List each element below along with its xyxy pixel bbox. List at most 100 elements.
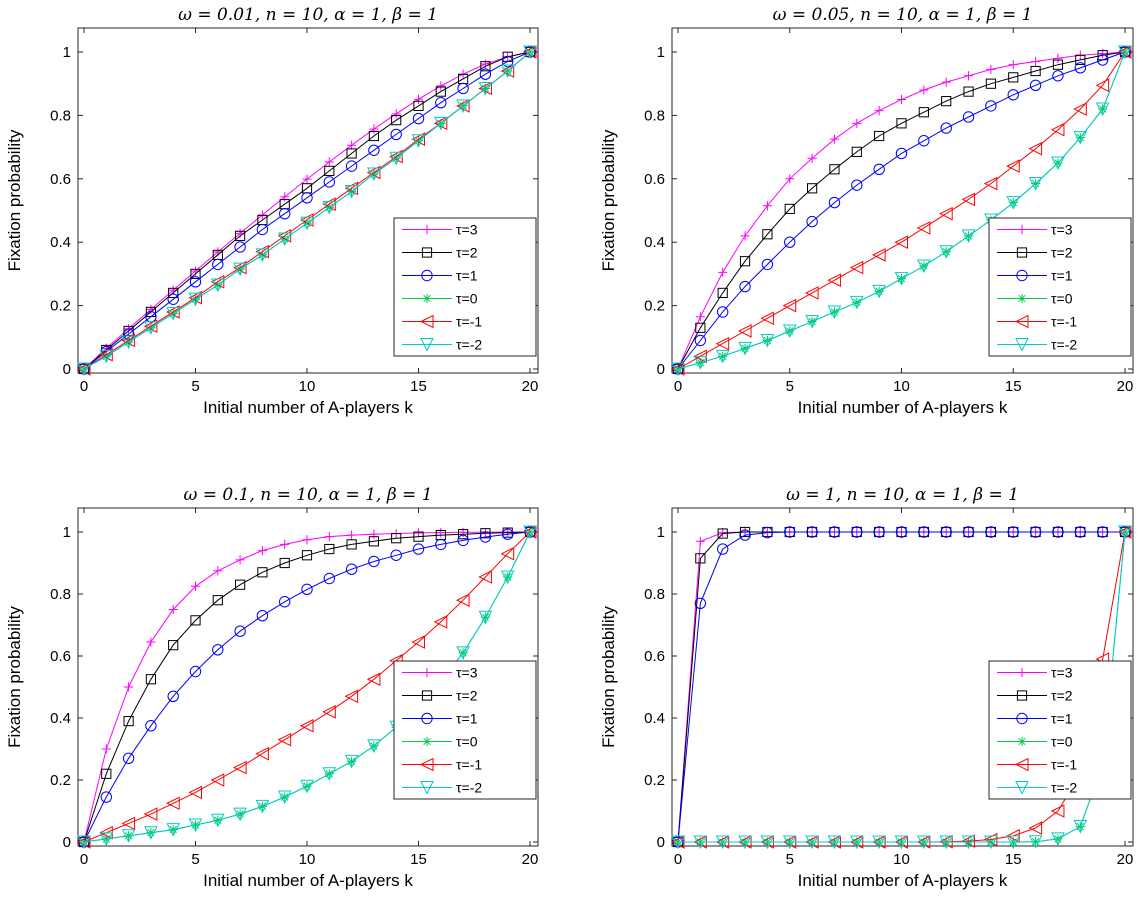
data-point	[918, 107, 929, 118]
legend-marker	[421, 269, 433, 282]
data-point	[390, 549, 402, 561]
data-point	[76, 835, 91, 849]
data-point	[121, 829, 136, 843]
legend-box	[393, 217, 537, 357]
series-line	[83, 51, 531, 370]
data-point	[717, 528, 728, 539]
x-axis-label: Initial number of A-players k	[798, 398, 1008, 417]
series-line	[678, 531, 1126, 843]
y-tick-label: 0.8	[50, 586, 71, 603]
legend-marker	[1017, 667, 1027, 678]
data-point	[213, 566, 223, 576]
data-point	[715, 336, 730, 351]
data-point	[300, 216, 314, 231]
data-point	[1007, 89, 1019, 101]
y-tick-label: 1	[63, 524, 71, 541]
data-point	[919, 85, 929, 95]
data-point	[391, 115, 402, 126]
data-point	[762, 201, 772, 211]
legend-entry: τ=-2	[1051, 337, 1077, 353]
data-point	[939, 245, 954, 259]
data-point	[718, 528, 728, 538]
data-point	[77, 835, 91, 850]
legend-entry: τ=-1	[1051, 757, 1077, 773]
data-point	[121, 335, 136, 350]
y-tick-label: 0	[63, 834, 71, 851]
legend-marker	[1014, 314, 1029, 329]
data-point	[738, 341, 752, 356]
legend-entry: τ=1	[456, 711, 478, 727]
data-point	[323, 176, 335, 188]
data-point	[121, 816, 136, 831]
data-point	[212, 258, 224, 271]
x-tick-label: 15	[410, 851, 427, 868]
data-point	[738, 835, 752, 850]
series-line	[677, 531, 1125, 843]
data-point	[100, 791, 113, 803]
data-point	[210, 773, 225, 787]
data-point	[368, 130, 379, 142]
data-point	[784, 203, 795, 215]
data-point	[986, 64, 996, 75]
legend-entry: τ=-1	[456, 314, 482, 330]
data-point	[232, 760, 247, 775]
data-point	[369, 529, 379, 539]
data-point	[413, 94, 424, 104]
series	[672, 526, 1131, 848]
data-point	[391, 533, 402, 544]
chart-title: ω = 1, n = 10, α = 1, β = 1	[786, 485, 1019, 505]
legend-marker	[422, 293, 432, 304]
chart-panel: ω = 0.05, n = 10, α = 1, β = 1 0 5 10 15 20 0 0…	[599, 5, 1134, 417]
data-point	[168, 640, 179, 651]
data-point	[145, 674, 157, 685]
data-point	[829, 164, 840, 175]
data-point	[523, 45, 537, 60]
legend-entry: τ=2	[456, 688, 478, 704]
y-tick-label: 0.6	[50, 171, 71, 188]
y-axis-label: Fixation probability	[5, 129, 24, 271]
data-point	[522, 45, 537, 59]
x-tick-label: 0	[80, 378, 88, 395]
legend-marker	[421, 712, 433, 725]
data-point	[167, 690, 179, 702]
data-point	[851, 146, 862, 157]
x-tick-label: 20	[522, 851, 539, 868]
data-point	[849, 295, 864, 310]
legend-marker	[1015, 338, 1029, 352]
data-point	[805, 314, 819, 329]
legend-entry: τ=2	[456, 245, 478, 261]
data-point	[257, 567, 268, 578]
data-point	[256, 610, 269, 622]
legend: τ=3 τ=2 τ=1 τ=0 τ=-1 τ=-2	[393, 217, 537, 357]
legend-box	[393, 660, 537, 800]
x-tick-label: 0	[80, 851, 88, 868]
data-point	[827, 305, 842, 320]
data-point	[389, 149, 403, 164]
data-point	[480, 528, 491, 539]
data-point	[961, 834, 976, 848]
data-point	[1074, 526, 1087, 538]
data-point	[324, 157, 334, 167]
legend-entry: τ=2	[1051, 245, 1073, 261]
legend-entry: τ=2	[1051, 688, 1073, 704]
y-tick-label: 0.6	[50, 648, 71, 665]
data-point	[784, 236, 796, 248]
data-point	[785, 174, 795, 184]
data-point	[1008, 72, 1019, 83]
data-point	[1050, 804, 1065, 818]
data-point	[346, 148, 357, 159]
y-axis-label: Fixation probability	[5, 606, 24, 748]
data-point	[917, 259, 931, 274]
data-point	[146, 637, 156, 647]
data-point	[1031, 56, 1041, 67]
data-point	[168, 604, 178, 615]
y-tick-label: 0.8	[644, 107, 665, 124]
data-point	[500, 546, 515, 561]
data-point	[1073, 131, 1088, 145]
data-point	[144, 826, 158, 840]
y-tick-label: 0.2	[644, 772, 665, 789]
legend-entry: τ=3	[456, 222, 478, 238]
legend-entry: τ=-1	[456, 757, 482, 773]
data-point	[166, 796, 180, 811]
data-point	[166, 307, 181, 321]
